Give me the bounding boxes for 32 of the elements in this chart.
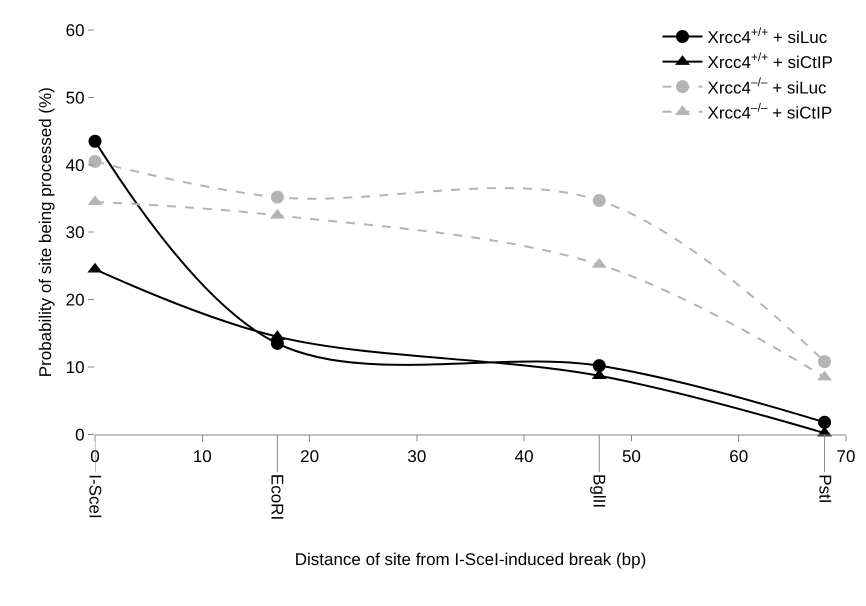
x-tick-label: 30 xyxy=(407,446,426,466)
legend-label: Xrcc4$^{+/+}$ + siCtIP xyxy=(707,50,833,72)
y-axis-title: Probability of site being processed (%) xyxy=(36,87,55,378)
annotation: I-SceI xyxy=(85,474,104,519)
annotation: BglII xyxy=(590,474,609,508)
point xyxy=(88,154,102,168)
legend-label: Xrcc4$^{–/–}$ + siLuc xyxy=(707,75,828,98)
y-tick-label: 40 xyxy=(66,156,85,175)
y-tick-label: 60 xyxy=(66,20,85,40)
legend-label: Xrcc4$^{+/+}$ + siLuc xyxy=(707,24,828,48)
x-tick-label: 50 xyxy=(622,446,641,466)
point xyxy=(88,134,102,148)
point xyxy=(818,355,832,368)
point xyxy=(818,416,832,429)
y-tick-label: 30 xyxy=(66,223,85,242)
point xyxy=(592,194,606,208)
annotation: EcoRI xyxy=(268,474,287,520)
annotation: PstI xyxy=(815,474,834,504)
x-tick-label: 70 xyxy=(836,446,856,466)
y-tick-label: 10 xyxy=(66,358,85,377)
legend-label: Xrcc4$^{–/–}$ + siCtIP xyxy=(707,100,832,122)
x-tick-label: 60 xyxy=(729,446,748,466)
point xyxy=(270,190,284,204)
x-tick-label: 0 xyxy=(90,446,100,466)
y-tick-label: 50 xyxy=(66,88,85,108)
x-axis-title: Distance of site from I-SceI-induced break (bp) xyxy=(294,550,646,570)
y-tick-label: 20 xyxy=(66,290,85,310)
x-tick-label: 20 xyxy=(300,446,320,466)
x-tick-label: 40 xyxy=(514,446,534,466)
y-tick-label: 0 xyxy=(75,425,85,444)
x-tick-label: 10 xyxy=(192,446,212,466)
point xyxy=(592,359,606,372)
